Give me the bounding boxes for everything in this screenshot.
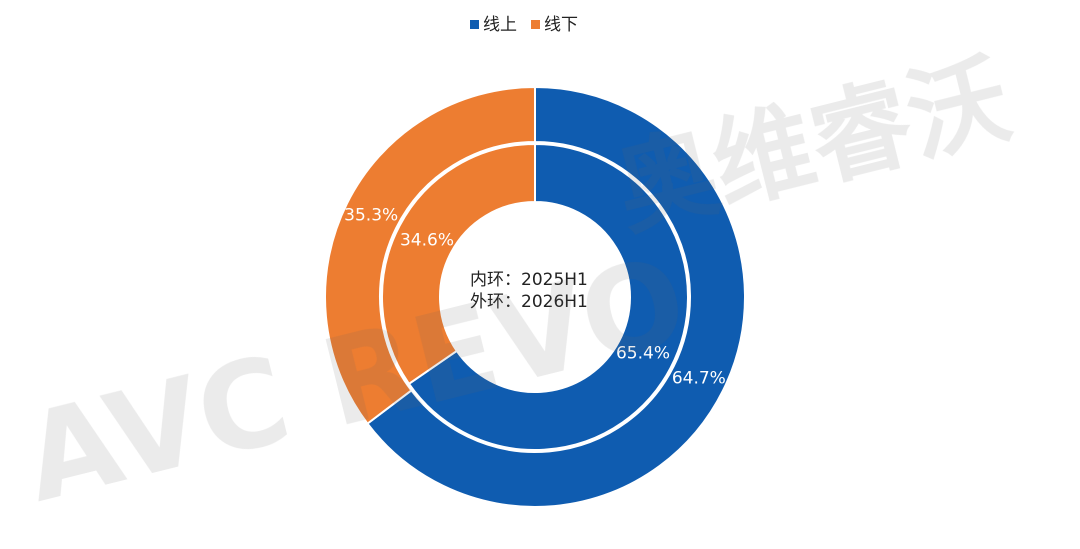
data-label: 34.6%: [400, 230, 454, 250]
legend-swatch: [470, 20, 479, 29]
legend-swatch: [531, 20, 540, 29]
data-label: 64.7%: [672, 369, 726, 389]
legend-label: 线下: [544, 15, 578, 35]
rings: 65.4% 34.6% 64.7% 35.3%: [324, 85, 746, 508]
data-label: 65.4%: [616, 344, 670, 364]
legend-label: 线上: [483, 15, 517, 35]
donut-segment: [324, 85, 536, 426]
legend: 线上 线下: [470, 15, 578, 35]
center-label: 外环：2026H1: [470, 292, 588, 312]
center-label: 内环：2025H1: [470, 270, 588, 290]
watermark-text: 奥维睿沃: [604, 40, 1020, 250]
donut-segment: [407, 142, 689, 451]
donut-segment: [366, 85, 746, 508]
data-label: 35.3%: [344, 205, 398, 225]
donut-segment: [381, 142, 536, 386]
